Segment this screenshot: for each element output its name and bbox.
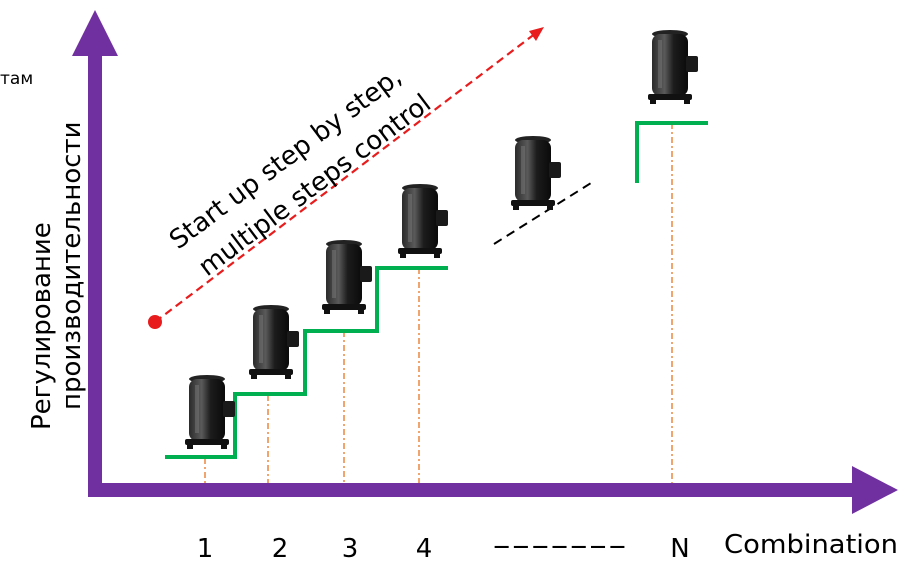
continuation-dashes: [493, 182, 592, 245]
step-number-labels: 1 2 3 4: [197, 534, 433, 561]
guide-lines: [204, 123, 673, 490]
y-axis-label-line2: производительности: [57, 121, 87, 410]
capacity-steps: [165, 121, 708, 459]
step-number-4: 4: [416, 534, 433, 561]
trend-arrow: [148, 27, 544, 329]
last-step-label: N: [670, 534, 689, 561]
compressor-icon: [249, 305, 299, 379]
step-line-n: [635, 121, 708, 183]
step-number-1: 1: [197, 534, 214, 561]
x-axis-label: Combination: [724, 530, 898, 560]
trend-arrow-head: [529, 27, 544, 41]
top-left-fragment: там: [0, 69, 33, 89]
step-line: [165, 266, 448, 459]
axes: [72, 10, 898, 514]
compressor-icon: [398, 184, 448, 258]
compressor-icon: [511, 136, 561, 210]
compressor-icon: [322, 240, 372, 314]
step-number-3: 3: [342, 534, 359, 561]
step-number-2: 2: [272, 534, 289, 561]
x-axis-arrow-icon: [852, 466, 898, 514]
ellipsis-dashes: -------: [492, 531, 627, 561]
trend-start-dot: [148, 315, 162, 329]
compressor-icon: [648, 30, 698, 104]
y-axis-arrow-icon: [72, 10, 118, 56]
y-axis-label-line1: Регулирование: [27, 222, 57, 430]
compressor-icon: [185, 375, 235, 449]
